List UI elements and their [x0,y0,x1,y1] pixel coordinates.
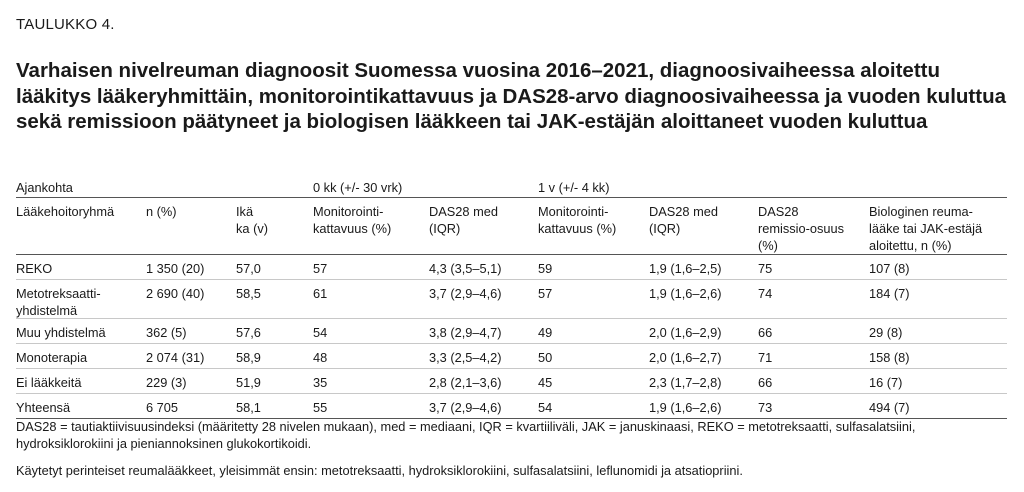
column-header: Ikä ka (v) [236,204,268,236]
data-table: Ajankohta 0 kk (+/- 30 vrk) 1 v (+/- 4 k… [16,175,1007,419]
table-cell: 184 (7) [869,286,910,301]
table-cell: 57 [313,261,328,276]
table-cell: 50 [538,350,553,365]
table-cell: 57,6 [236,325,261,340]
column-header: Monitorointi-kattavuus (%) [538,204,617,236]
table-cell: 3,8 (2,9–4,7) [429,325,502,340]
table-cell: 107 (8) [869,261,910,276]
table-body: REKO 1 350 (20) 57,0 57 4,3 (3,5–5,1) 59 1,9 (… [16,255,1007,419]
table-cell: 59 [538,261,553,276]
column-header: Biologinen reuma-lääke tai JAK-estäjä alo… [869,204,983,253]
table-cell: 55 [313,400,328,415]
header-timepoint-1y: 1 v (+/- 4 kk) [538,180,610,195]
table-title: Varhaisen nivelreuman diagnoosit Suomess… [16,59,1006,133]
table-cell: 58,5 [236,286,261,301]
table-cell: 45 [538,375,553,390]
table-cell: 29 (8) [869,325,903,340]
column-header: DAS28 med (IQR) [649,204,718,236]
table-cell: 1 350 (20) [146,261,205,276]
column-header: n (%) [146,204,177,219]
table-cell: 2,8 (2,1–3,6) [429,375,502,390]
row-label: Muu yhdistelmä [16,325,106,340]
table-cell: 54 [313,325,328,340]
table-cell: 2 690 (40) [146,286,205,301]
header-timepoint-0m: 0 kk (+/- 30 vrk) [313,180,403,195]
table-cell: 2 074 (31) [146,350,205,365]
row-label: Ei lääkkeitä [16,375,82,390]
table-cell: 3,7 (2,9–4,6) [429,286,502,301]
column-header: Lääkehoitoryhmä [16,204,115,219]
table-cell: 58,1 [236,400,261,415]
table-cell: 74 [758,286,773,301]
table-cell: 16 (7) [869,375,903,390]
column-header: DAS28 med (IQR) [429,204,498,236]
abbreviations-note: DAS28 = tautiaktiivisuusindeksi (määrite… [16,419,916,451]
row-label: REKO [16,261,53,276]
table-cell: 75 [758,261,773,276]
table-notes: DAS28 = tautiaktiivisuusindeksi (määrite… [16,418,1006,489]
table-cell: 1,9 (1,6–2,6) [649,400,722,415]
table-cell: 66 [758,325,773,340]
header-timepoint-label: Ajankohta [16,180,73,195]
table-cell: 494 (7) [869,400,910,415]
table-row: Yhteensä 6 705 58,1 55 3,7 (2,9–4,6) 54 1,9 (1… [16,394,1007,419]
header-row-timepoint: Ajankohta 0 kk (+/- 30 vrk) 1 v (+/- 4 k… [16,175,1007,198]
row-label: Metotreksaatti-yhdistelmä [16,286,101,318]
table-cell: 66 [758,375,773,390]
drugs-note: Käytetyt perinteiset reumalääkkeet, ylei… [16,463,743,478]
table-cell: 3,3 (2,5–4,2) [429,350,502,365]
column-header: DAS28 remissio-osuus (%) [758,204,845,253]
table-cell: 158 (8) [869,350,910,365]
table-cell: 51,9 [236,375,261,390]
table-cell: 6 705 [146,400,179,415]
table-row: REKO 1 350 (20) 57,0 57 4,3 (3,5–5,1) 59 1,9 (… [16,255,1007,280]
table-cell: 61 [313,286,328,301]
table-cell: 2,3 (1,7–2,8) [649,375,722,390]
table-cell: 362 (5) [146,325,187,340]
table-row: Muu yhdistelmä 362 (5) 57,6 54 3,8 (2,9–4,7)… [16,319,1007,344]
table-label: TAULUKKO 4. [16,16,115,33]
table-cell: 35 [313,375,328,390]
table-cell: 58,9 [236,350,261,365]
table-cell: 73 [758,400,773,415]
table-row: Ei lääkkeitä 229 (3) 51,9 35 2,8 (2,1–3,6) 45… [16,369,1007,394]
table-cell: 4,3 (3,5–5,1) [429,261,502,276]
table-cell: 1,9 (1,6–2,6) [649,286,722,301]
table-cell: 1,9 (1,6–2,5) [649,261,722,276]
table-cell: 2,0 (1,6–2,9) [649,325,722,340]
table-cell: 71 [758,350,773,365]
table-cell: 57,0 [236,261,261,276]
table-cell: 3,7 (2,9–4,6) [429,400,502,415]
table-cell: 48 [313,350,328,365]
row-label: Yhteensä [16,400,71,415]
table-cell: 57 [538,286,553,301]
column-header: Monitorointi-kattavuus (%) [313,204,392,236]
row-label: Monoterapia [16,350,88,365]
table-cell: 54 [538,400,553,415]
table-cell: 229 (3) [146,375,187,390]
table-cell: 2,0 (1,6–2,7) [649,350,722,365]
table-cell: 49 [538,325,553,340]
header-row-columns: Lääkehoitoryhmä n (%) Ikä ka (v) Monitoro… [16,198,1007,255]
table-row: Metotreksaatti-yhdistelmä 2 690 (40) 58,5 6… [16,280,1007,319]
table-row: Monoterapia 2 074 (31) 58,9 48 3,3 (2,5–4,2)… [16,344,1007,369]
